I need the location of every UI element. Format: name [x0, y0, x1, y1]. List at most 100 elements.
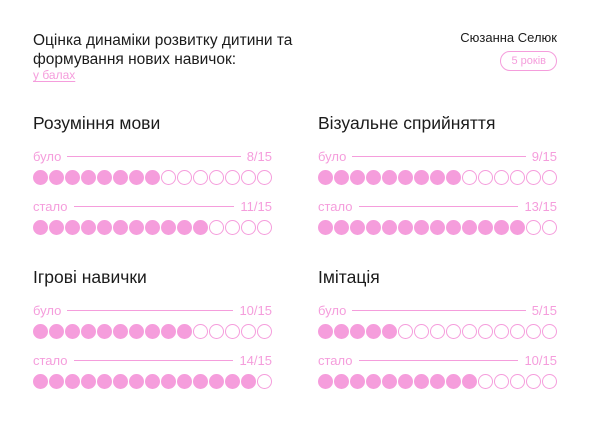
- dot-empty: [209, 170, 224, 185]
- after-label: стало: [318, 352, 353, 368]
- dot-filled: [33, 374, 48, 389]
- dot-filled: [97, 324, 112, 339]
- leader-line: [67, 155, 241, 157]
- dot-empty: [526, 170, 541, 185]
- dot-filled: [398, 374, 413, 389]
- dot-empty: [510, 324, 525, 339]
- dot-filled: [318, 220, 333, 235]
- dot-filled: [129, 324, 144, 339]
- dot-empty: [542, 170, 557, 185]
- dot-filled: [97, 220, 112, 235]
- dot-empty: [510, 170, 525, 185]
- dot-filled: [446, 374, 461, 389]
- dot-filled: [430, 374, 445, 389]
- panel-play-skills: Ігрові навички було 10/15 стало 14/15: [33, 265, 272, 389]
- leader-line: [352, 155, 526, 157]
- dot-filled: [33, 170, 48, 185]
- dot-filled: [478, 220, 493, 235]
- before-dots: [318, 324, 557, 339]
- dot-empty: [526, 324, 541, 339]
- dot-empty: [462, 324, 477, 339]
- dot-empty: [446, 324, 461, 339]
- panel-title: Ігрові навички: [33, 267, 147, 287]
- dot-empty: [462, 170, 477, 185]
- dot-filled: [350, 374, 365, 389]
- dot-filled: [97, 374, 112, 389]
- leader-line: [67, 309, 234, 311]
- after-score: 11/15: [240, 198, 272, 214]
- chart-title: Оцінка динаміки розвитку дитини та форму…: [33, 32, 293, 68]
- dot-empty: [526, 220, 541, 235]
- dot-empty: [542, 220, 557, 235]
- dot-filled: [350, 170, 365, 185]
- before-label: було: [318, 148, 347, 164]
- dot-filled: [193, 374, 208, 389]
- dot-empty: [526, 374, 541, 389]
- dot-filled: [113, 220, 128, 235]
- dot-empty: [161, 170, 176, 185]
- dot-filled: [177, 324, 192, 339]
- dot-filled: [225, 374, 240, 389]
- dot-filled: [398, 220, 413, 235]
- before-row-label: було 10/15: [33, 302, 272, 318]
- dot-empty: [542, 324, 557, 339]
- dot-filled: [49, 374, 64, 389]
- before-dots: [33, 170, 272, 185]
- dot-filled: [382, 220, 397, 235]
- dot-filled: [318, 374, 333, 389]
- child-name: Сюзанна Селюк: [460, 30, 557, 45]
- dot-filled: [193, 220, 208, 235]
- dot-filled: [81, 170, 96, 185]
- dot-filled: [382, 170, 397, 185]
- before-dots: [33, 324, 272, 339]
- dot-empty: [398, 324, 413, 339]
- after-dots: [318, 374, 557, 389]
- dot-filled: [318, 324, 333, 339]
- age-badge: 5 років: [500, 51, 557, 71]
- dot-empty: [209, 220, 224, 235]
- leader-line: [73, 205, 235, 207]
- dot-empty: [257, 324, 272, 339]
- leader-line: [352, 309, 526, 311]
- dot-filled: [209, 374, 224, 389]
- dot-filled: [382, 374, 397, 389]
- dot-filled: [318, 170, 333, 185]
- dot-filled: [430, 170, 445, 185]
- after-row-label: стало 11/15: [33, 198, 272, 214]
- dot-filled: [81, 324, 96, 339]
- dot-filled: [81, 220, 96, 235]
- dot-filled: [65, 220, 80, 235]
- dot-filled: [366, 324, 381, 339]
- before-row-label: було 9/15: [318, 148, 557, 164]
- dot-empty: [478, 170, 493, 185]
- dot-empty: [430, 324, 445, 339]
- dot-filled: [446, 170, 461, 185]
- dot-filled: [145, 324, 160, 339]
- dot-filled: [430, 220, 445, 235]
- dot-filled: [113, 324, 128, 339]
- dot-filled: [398, 170, 413, 185]
- before-row-label: було 8/15: [33, 148, 272, 164]
- panel-title: Розуміння мови: [33, 113, 161, 133]
- dot-filled: [145, 170, 160, 185]
- dot-filled: [462, 374, 477, 389]
- dot-empty: [478, 374, 493, 389]
- dot-filled: [129, 374, 144, 389]
- dot-empty: [257, 374, 272, 389]
- after-score: 13/15: [524, 198, 557, 214]
- after-row-label: стало 13/15: [318, 198, 557, 214]
- before-score: 5/15: [531, 302, 557, 318]
- dot-filled: [334, 324, 349, 339]
- dot-filled: [81, 374, 96, 389]
- dot-filled: [334, 374, 349, 389]
- dot-filled: [49, 220, 64, 235]
- before-score: 9/15: [531, 148, 557, 164]
- dot-filled: [65, 324, 80, 339]
- dot-empty: [257, 170, 272, 185]
- dot-filled: [414, 220, 429, 235]
- before-dots: [318, 170, 557, 185]
- leader-line: [358, 359, 519, 361]
- dot-filled: [366, 374, 381, 389]
- dot-filled: [334, 170, 349, 185]
- dot-empty: [494, 170, 509, 185]
